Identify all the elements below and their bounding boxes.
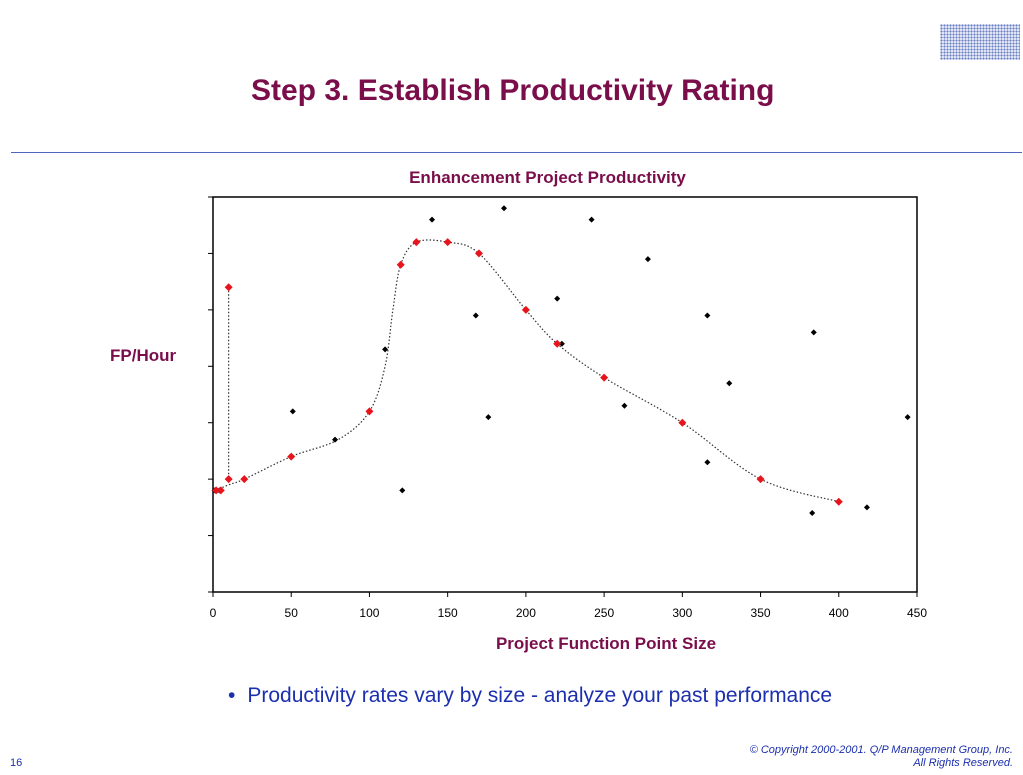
page-number: 16 — [10, 757, 23, 769]
slide-title: Step 3. Establish Productivity Rating — [251, 74, 775, 107]
trend-data-point — [474, 249, 483, 258]
scatter-data-point — [472, 312, 479, 319]
bullet-dot-icon: • — [228, 684, 236, 707]
scatter-data-point — [332, 436, 339, 443]
trend-data-point — [443, 238, 452, 247]
trend-data-point — [212, 486, 221, 495]
data-points-group — [211, 205, 911, 516]
x-axis-ticks: 0 50 100 150 200 250 300 350 400 450 — [210, 592, 927, 620]
trend-data-point — [834, 497, 843, 506]
scatter-data-point — [382, 346, 389, 353]
x-tick-label: 200 — [516, 606, 536, 620]
title-divider — [11, 152, 1022, 153]
scatter-data-point — [704, 459, 711, 466]
scatter-data-point — [704, 312, 711, 319]
trend-data-point — [216, 486, 225, 495]
y-axis-ticks — [208, 196, 213, 593]
x-tick-label: 0 — [210, 606, 217, 620]
trend-line — [215, 239, 839, 503]
scatter-data-point — [485, 414, 492, 421]
scatter-data-point — [399, 487, 406, 494]
plot-area — [212, 196, 918, 593]
x-tick-label: 450 — [907, 606, 927, 620]
trend-data-point — [396, 260, 405, 269]
trend-data-point — [365, 407, 374, 416]
scatter-data-point — [429, 216, 436, 223]
trend-data-point — [412, 238, 421, 247]
scatter-data-point — [289, 408, 296, 415]
trend-data-point — [600, 373, 609, 382]
trend-data-point — [287, 452, 296, 461]
trend-data-point — [756, 475, 765, 484]
bullet-point: • Productivity rates vary by size - analy… — [228, 684, 832, 708]
trend-data-point — [224, 283, 233, 292]
trend-data-point — [678, 418, 687, 427]
bullet-text: Productivity rates vary by size - analyz… — [247, 684, 833, 707]
trend-line-group — [215, 239, 839, 503]
scatter-data-point — [904, 414, 911, 421]
scatter-data-point — [558, 340, 565, 347]
copyright-line-2: All Rights Reserved. — [913, 757, 1013, 769]
x-tick-label: 150 — [438, 606, 458, 620]
x-axis-label: Project Function Point Size — [495, 634, 717, 653]
scatter-data-point — [554, 295, 561, 302]
scatter-data-point — [809, 510, 816, 516]
x-tick-label: 250 — [594, 606, 614, 620]
x-tick-label: 100 — [359, 606, 379, 620]
x-tick-label: 400 — [829, 606, 849, 620]
trend-data-point — [240, 475, 249, 484]
scatter-data-point — [726, 380, 733, 387]
chart-title: Enhancement Project Productivity — [409, 168, 686, 187]
x-tick-label: 300 — [672, 606, 692, 620]
scatter-data-point — [588, 216, 595, 223]
trend-data-point — [521, 305, 530, 314]
scatter-data-point — [644, 256, 651, 263]
scatter-data-point — [621, 402, 628, 409]
scatter-data-point — [863, 504, 870, 511]
trend-data-point — [553, 339, 562, 348]
copyright-notice: © Copyright 2000-2001. Q/P Management Gr… — [750, 744, 1013, 770]
x-tick-label: 50 — [285, 606, 299, 620]
copyright-line-1: © Copyright 2000-2001. Q/P Management Gr… — [749, 744, 1013, 756]
trend-data-point — [224, 475, 233, 484]
x-tick-label: 350 — [751, 606, 771, 620]
header-pattern-decoration — [940, 24, 1020, 60]
scatter-data-point — [810, 329, 817, 336]
y-axis-label: FP/Hour — [110, 346, 177, 365]
scatter-data-point — [500, 205, 507, 212]
